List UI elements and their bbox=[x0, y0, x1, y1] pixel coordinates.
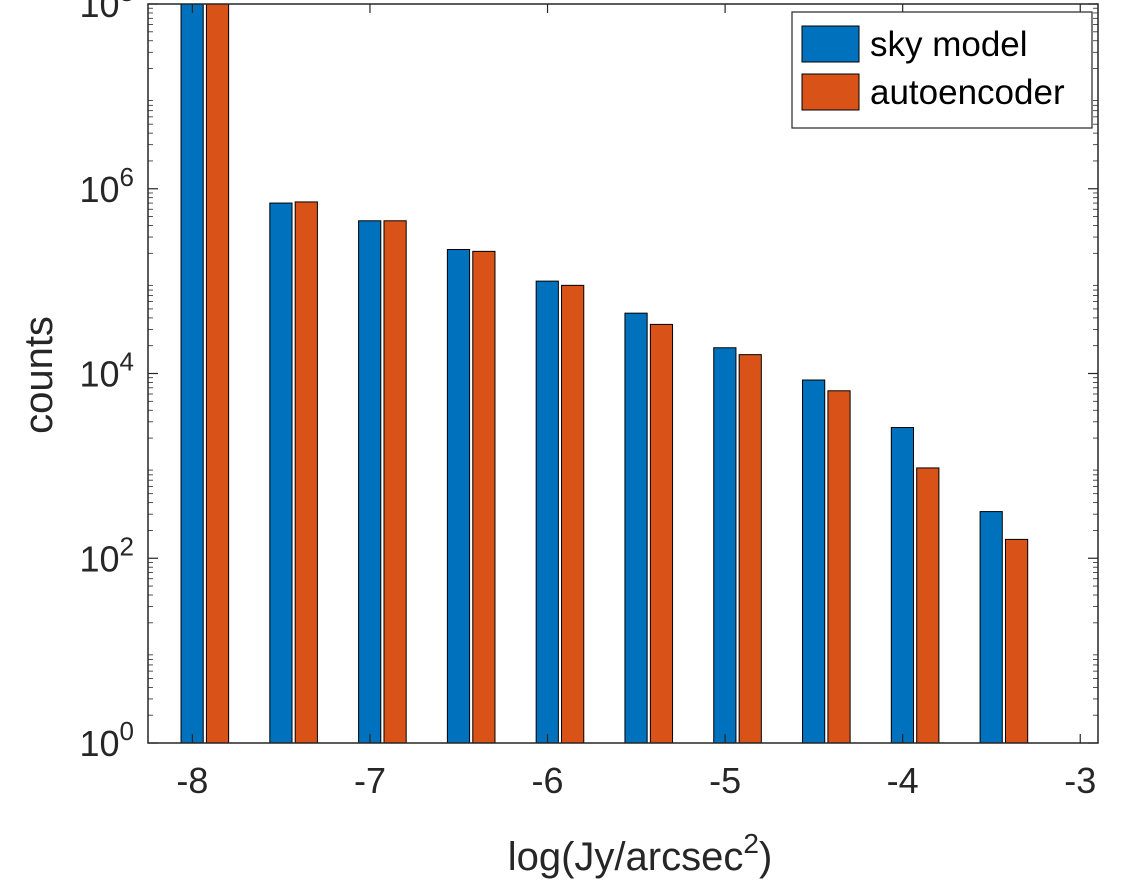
legend-swatch-sky-model bbox=[801, 25, 860, 63]
legend-swatch-autoencoder bbox=[801, 73, 860, 111]
bar-sky-model-7 bbox=[802, 379, 826, 744]
bar-sky-model-3 bbox=[446, 248, 471, 744]
bar-autoencoder-0 bbox=[205, 3, 230, 744]
bar-sky-model-0 bbox=[180, 3, 204, 744]
bar-sky-model-9 bbox=[979, 511, 1003, 744]
y-tick-label: 100 bbox=[79, 716, 134, 764]
y-tick-label: 102 bbox=[79, 531, 134, 579]
bars-layer bbox=[180, 3, 1029, 744]
x-tick-label: -3 bbox=[1064, 760, 1096, 801]
bar-autoencoder-4 bbox=[561, 284, 585, 744]
bar-autoencoder-7 bbox=[827, 390, 851, 744]
y-tick-label: 104 bbox=[79, 347, 134, 395]
y-tick-label: 108 bbox=[79, 0, 134, 25]
bar-autoencoder-3 bbox=[472, 250, 496, 744]
bar-autoencoder-2 bbox=[383, 220, 407, 744]
legend-label-autoencoder: autoencoder bbox=[870, 73, 1065, 112]
bar-sky-model-8 bbox=[890, 427, 915, 744]
bar-autoencoder-9 bbox=[1004, 538, 1029, 744]
y-tick-label: 106 bbox=[79, 162, 134, 210]
x-tick-label: -8 bbox=[176, 760, 208, 801]
x-axis-label: log(Jy/arcsec2) bbox=[508, 828, 773, 879]
ticks-layer: -8 -7 -6 -5 -4 -3 100 102 104 106 108 bbox=[79, 0, 1098, 801]
y-axis-label: counts bbox=[17, 316, 61, 434]
x-tick-label: -7 bbox=[354, 760, 386, 801]
bar-sky-model-1 bbox=[269, 202, 293, 744]
bar-autoencoder-8 bbox=[916, 467, 940, 744]
bar-autoencoder-5 bbox=[649, 323, 674, 744]
bar-autoencoder-1 bbox=[294, 201, 318, 744]
x-tick-label: -5 bbox=[709, 760, 741, 801]
bar-sky-model-2 bbox=[358, 220, 382, 744]
x-tick-label: -4 bbox=[887, 760, 919, 801]
x-tick-label: -6 bbox=[532, 760, 564, 801]
legend-label-sky-model: sky model bbox=[870, 25, 1028, 64]
bar-sky-model-5 bbox=[624, 312, 648, 744]
legend: sky model autoencoder bbox=[791, 11, 1093, 129]
bar-sky-model-4 bbox=[535, 280, 559, 744]
bar-sky-model-6 bbox=[713, 347, 737, 744]
bar-autoencoder-6 bbox=[738, 354, 762, 744]
